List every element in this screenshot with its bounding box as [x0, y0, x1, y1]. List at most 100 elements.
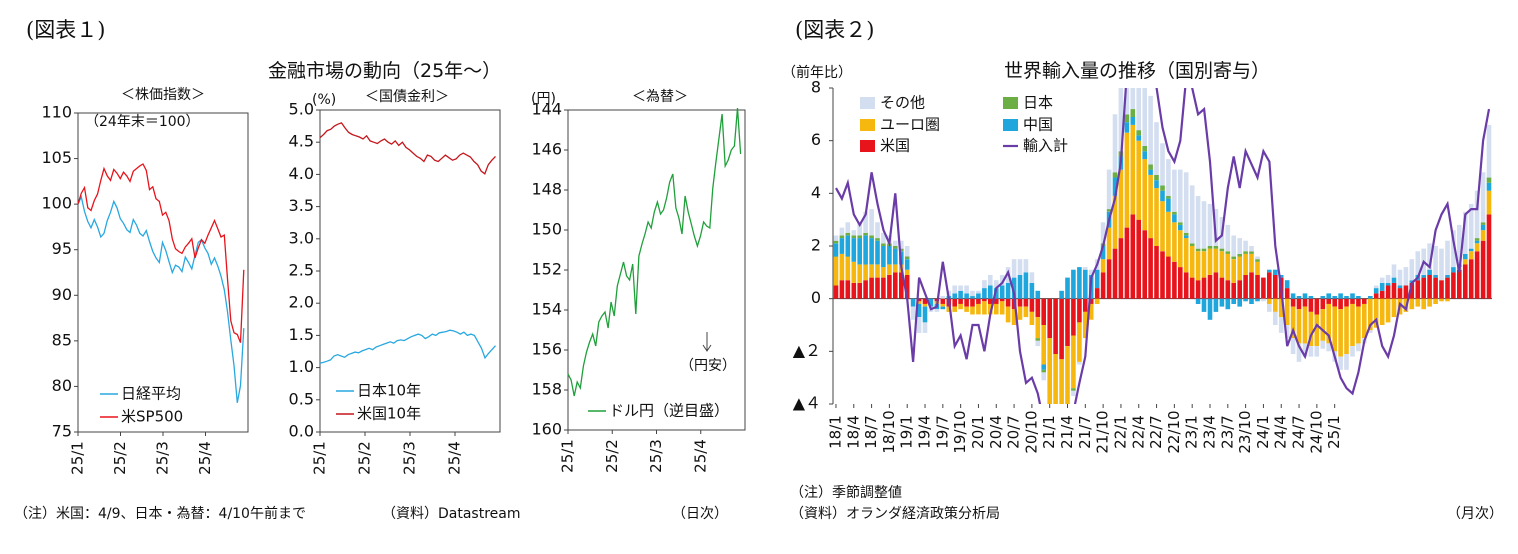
- bar-その他: [1445, 240, 1450, 275]
- bar-中国: [887, 246, 892, 265]
- bar-ユーロ圏: [1142, 159, 1147, 231]
- bar-その他: [1166, 159, 1171, 196]
- bar-その他: [916, 317, 922, 333]
- bar-米国: [1451, 272, 1456, 299]
- y-tick-label: 105: [41, 148, 72, 167]
- bar-ユーロ圏: [1124, 132, 1130, 228]
- bar-その他: [869, 209, 874, 236]
- bar-その他: [1261, 298, 1266, 302]
- x-tick-label: 20/10: [1022, 410, 1040, 453]
- bar-中国: [958, 290, 963, 299]
- bar-中国: [1207, 298, 1213, 320]
- x-tick-label: 23/1: [1183, 415, 1201, 449]
- bar-ユーロ圏: [1201, 251, 1207, 278]
- x-tick-label: 19/1: [898, 415, 916, 449]
- y-tick-label: 154: [531, 300, 562, 319]
- bar-米国: [1094, 288, 1100, 299]
- bar-日本: [1243, 251, 1248, 254]
- bar-日本: [1231, 256, 1236, 260]
- bar-日本: [1255, 259, 1260, 262]
- bar-ユーロ圏: [881, 267, 886, 278]
- bar-その他: [1273, 311, 1278, 325]
- bar-中国: [1356, 296, 1361, 299]
- bar-その他: [1391, 264, 1397, 278]
- bar-米国: [1409, 282, 1415, 299]
- legend-label-jgb: 日本10年: [357, 382, 421, 400]
- bar-ユーロ圏: [1338, 309, 1343, 357]
- bar-その他: [1433, 246, 1438, 275]
- bar-中国: [988, 285, 993, 299]
- bar-米国: [952, 298, 957, 307]
- panel-title-stock: ＜株価指数＞: [121, 87, 205, 103]
- bar-ユーロ圏: [1308, 311, 1314, 346]
- bar-中国: [922, 306, 928, 323]
- bar-中国: [1130, 117, 1136, 125]
- bar-ユーロ圏: [1148, 174, 1153, 239]
- bar-日本: [1148, 164, 1153, 170]
- bar-米国: [833, 285, 839, 299]
- bar-その他: [1356, 343, 1361, 352]
- bar-中国: [1427, 269, 1432, 275]
- x-tick-label: 18/7: [862, 415, 880, 449]
- bar-その他: [1385, 275, 1391, 283]
- bar-日本: [1041, 369, 1046, 373]
- bar-日本: [1183, 232, 1189, 236]
- bar-その他: [1207, 203, 1213, 246]
- bar-その他: [1284, 325, 1290, 339]
- bar-米国: [1445, 277, 1450, 299]
- bar-ユーロ圏: [1237, 256, 1242, 281]
- bar-中国: [863, 235, 868, 265]
- bar-日本: [1474, 238, 1480, 241]
- bar-ユーロ圏: [1332, 306, 1337, 352]
- bar-中国: [1379, 282, 1385, 291]
- bar-米国: [1427, 275, 1432, 299]
- y-tick-label: 156: [531, 340, 562, 359]
- bar-中国: [1385, 282, 1391, 286]
- bar-その他: [1480, 172, 1486, 223]
- bar-中国: [1148, 169, 1153, 175]
- y-tick-label: 4.5: [289, 132, 314, 151]
- bar-米国: [1005, 298, 1011, 307]
- y-tick-label: 110: [41, 103, 72, 122]
- bar-米国: [869, 277, 874, 299]
- bar-米国: [1035, 298, 1041, 318]
- y-tick-label: 148: [531, 180, 562, 199]
- bar-中国: [1474, 240, 1480, 244]
- bar-米国: [1237, 280, 1242, 299]
- bar-米国: [1112, 248, 1118, 299]
- x-tick-label: 19/7: [933, 415, 951, 449]
- legend-label-nikkei: 日経平均: [121, 385, 181, 403]
- bar-米国: [1326, 298, 1331, 304]
- bar-ユーロ圏: [1005, 306, 1011, 323]
- bar-中国: [1005, 282, 1011, 299]
- bar-中国: [1397, 285, 1403, 289]
- legend-label-その他: その他: [880, 94, 925, 112]
- fig1-title: 金融市場の動向（25年～）: [268, 60, 502, 82]
- bar-米国: [1468, 259, 1474, 299]
- y-tick-label: 150: [531, 220, 562, 239]
- bar-ユーロ圏: [1094, 298, 1100, 304]
- bar-ユーロ圏: [1302, 306, 1308, 344]
- bar-米国: [1183, 272, 1189, 299]
- y-tick-label: 2.5: [289, 261, 314, 280]
- bar-中国: [1231, 298, 1236, 304]
- legend-label-日本: 日本: [1023, 94, 1053, 112]
- bar-中国: [928, 298, 934, 307]
- bar-中国: [999, 285, 1005, 299]
- bar-日本: [881, 243, 886, 246]
- bar-ユーロ圏: [887, 264, 892, 275]
- bar-ユーロ圏: [1326, 303, 1331, 344]
- bar-その他: [1088, 269, 1094, 275]
- bar-ユーロ圏: [904, 269, 910, 275]
- bar-米国: [1486, 214, 1492, 299]
- y-tick-label: 0: [811, 288, 821, 307]
- bar-ユーロ圏: [1474, 243, 1480, 252]
- bar-中国: [1083, 269, 1088, 299]
- bar-その他: [1320, 340, 1326, 349]
- bar-米国: [1385, 285, 1391, 299]
- fig1-label: (図表１): [26, 18, 106, 42]
- fig2-title: 世界輸入量の推移（国別寄与）: [1004, 60, 1271, 82]
- bar-ユーロ圏: [994, 303, 999, 315]
- bar-その他: [1296, 343, 1302, 362]
